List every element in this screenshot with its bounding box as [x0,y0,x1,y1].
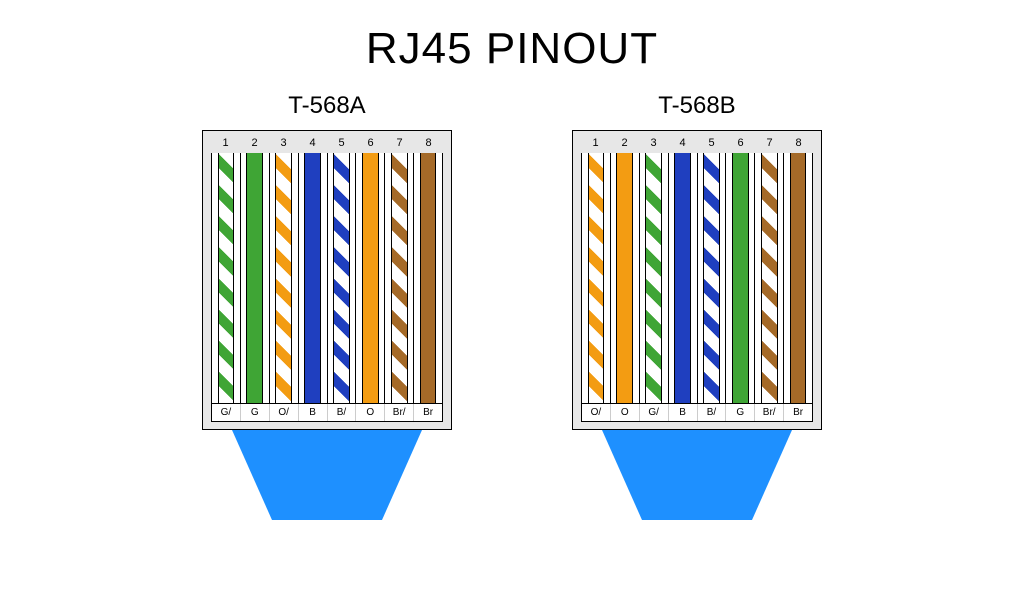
wire-slot [298,153,327,403]
wire-slot [610,153,639,403]
pin-numbers-b: 1 2 3 4 5 6 7 8 [581,137,813,149]
wire-a-6 [362,153,379,403]
pin-labels-a: G/ G O/ B B/ O Br/ Br [211,403,443,422]
pin-label: Br [413,404,442,421]
pin-label: B/ [327,404,356,421]
connector-a: 1 2 3 4 5 6 7 8 G/ G [202,130,452,430]
connector-b: 1 2 3 4 5 6 7 8 O/ O [572,130,822,430]
pin-label: O/ [582,404,610,421]
wire-slot [355,153,384,403]
wire-slot [327,153,356,403]
wire-b-4 [674,153,691,403]
standard-title-a: T-568A [202,92,452,120]
pin-num: 4 [298,137,327,149]
wire-b-5 [703,153,720,403]
pin-label: G/ [639,404,668,421]
pin-num: 2 [240,137,269,149]
pin-num: 4 [668,137,697,149]
pin-num: 5 [697,137,726,149]
wire-slot [384,153,413,403]
standard-t568b: T-568B 1 2 3 4 5 6 7 8 [572,92,822,520]
wire-slot [668,153,697,403]
wire-slot [697,153,726,403]
wire-a-5 [333,153,350,403]
pin-num: 8 [414,137,443,149]
pin-num: 3 [639,137,668,149]
wire-b-1 [588,153,605,403]
pin-label: O [610,404,639,421]
jacket-wrap-b [572,430,822,520]
wire-slot [581,153,610,403]
wire-b-6 [732,153,749,403]
wire-slot [725,153,754,403]
wire-a-2 [246,153,263,403]
pin-num: 6 [356,137,385,149]
pin-num: 2 [610,137,639,149]
wire-b-7 [761,153,778,403]
pin-num: 7 [755,137,784,149]
cable-jacket-icon [602,430,792,520]
wire-slot [269,153,298,403]
wire-slot [783,153,813,403]
pin-num: 6 [726,137,755,149]
pin-label: B [298,404,327,421]
wires-b [581,153,813,403]
standard-title-b: T-568B [572,92,822,120]
pin-label: G [240,404,269,421]
pin-label: G/ [212,404,240,421]
pin-num: 1 [211,137,240,149]
pin-label: O [355,404,384,421]
wires-a [211,153,443,403]
wire-slot [639,153,668,403]
pin-label: Br [783,404,812,421]
wire-a-3 [275,153,292,403]
wire-slot [754,153,783,403]
wire-b-3 [645,153,662,403]
wire-slot [240,153,269,403]
wire-a-7 [391,153,408,403]
pin-label: B/ [697,404,726,421]
wire-a-4 [304,153,321,403]
pin-num: 3 [269,137,298,149]
pin-label: Br/ [754,404,783,421]
pin-label: O/ [269,404,298,421]
wire-b-2 [616,153,633,403]
pin-label: B [668,404,697,421]
pin-num: 7 [385,137,414,149]
pin-num: 5 [327,137,356,149]
pin-num: 1 [581,137,610,149]
pin-label: G [725,404,754,421]
wire-a-1 [218,153,235,403]
cable-jacket-icon [232,430,422,520]
wire-slot [413,153,443,403]
standard-t568a: T-568A 1 2 3 4 5 6 7 8 [202,92,452,520]
wire-b-8 [790,153,807,403]
pin-num: 8 [784,137,813,149]
standards-container: T-568A 1 2 3 4 5 6 7 8 [0,92,1024,520]
jacket-wrap-a [202,430,452,520]
wire-a-8 [420,153,437,403]
pin-label: Br/ [384,404,413,421]
wire-slot [211,153,240,403]
page-title: RJ45 PINOUT [0,24,1024,74]
pin-labels-b: O/ O G/ B B/ G Br/ Br [581,403,813,422]
pin-numbers-a: 1 2 3 4 5 6 7 8 [211,137,443,149]
